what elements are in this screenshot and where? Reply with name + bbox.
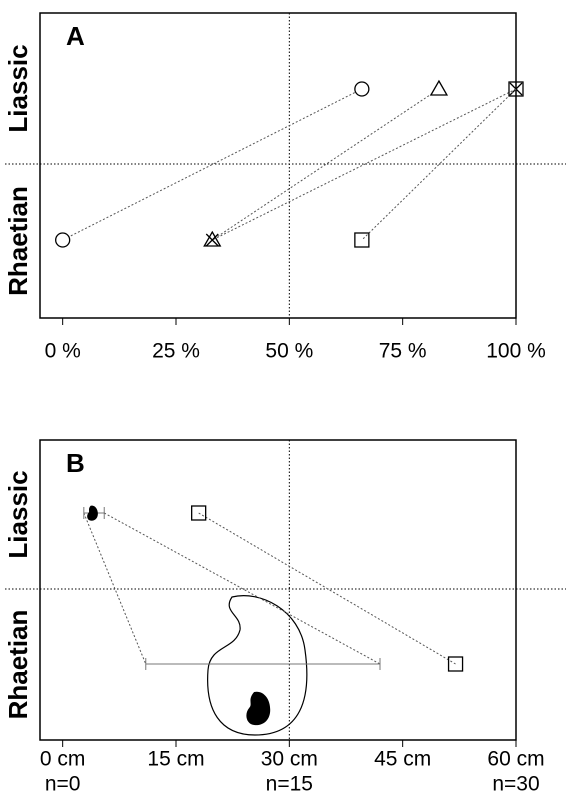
figure: A Liassic Rhaetian 0 % 25 % 50 % 75 % 100 % B Lia… [0,0,576,797]
x-tick-label: 60 cm [487,748,544,771]
n-tick-label: n=0 [45,773,81,796]
x-tick-label: 100 % [486,340,546,363]
marker [56,233,70,247]
panel-label: B [66,448,85,478]
plot-frame [40,440,516,740]
marker [87,506,98,521]
x-tick-label: 45 cm [374,748,431,771]
category-label: Rhaetian [3,610,33,720]
x-tick-label: 15 cm [147,748,204,771]
n-tick-label: n=15 [266,773,313,796]
n-tick-label: n=30 [492,773,539,796]
category-label: Rhaetian [3,186,33,296]
category-label: Liassic [3,470,33,558]
marker [246,692,270,725]
x-tick-label: 25 % [152,340,200,363]
panel-label: A [66,21,85,51]
x-tick-label: 75 % [379,340,427,363]
marker [431,81,447,95]
plot-frame [40,13,516,318]
marker [355,82,369,96]
x-tick-label: 0 % [45,340,81,363]
x-tick-label: 0 cm [40,748,86,771]
category-label: Liassic [3,44,33,132]
x-tick-label: 50 % [265,340,313,363]
x-tick-label: 30 cm [261,748,318,771]
